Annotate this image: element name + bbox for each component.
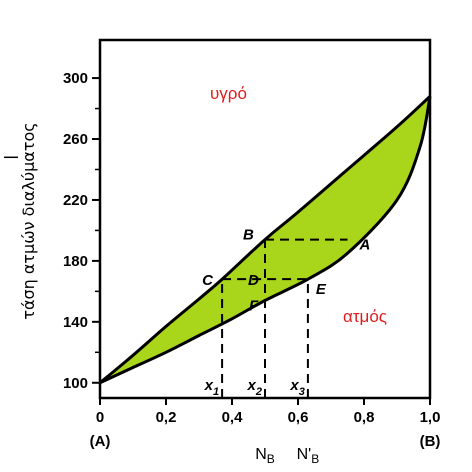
x-tick-label: 0,6 [288, 409, 309, 426]
point-label-e: E [316, 281, 327, 298]
x-tick-label: 0,8 [354, 409, 375, 426]
point-label-a: A [359, 237, 371, 254]
point-label-c: C [202, 272, 214, 289]
composition-label-x2: x2 [247, 377, 262, 398]
plot-area: 100 140 180 220 260 300 0 0,2 0,4 0,6 0,8 1,0 A B C D E F… [4, 38, 441, 466]
x-tick-label: 1,0 [420, 409, 441, 426]
nb-prime-label: N'B [297, 446, 320, 466]
vapor-region-label: ατμός [343, 307, 387, 326]
vapor-curve [99, 96, 432, 385]
endpoint-label-b: (B) [420, 433, 441, 450]
composition-label-x1: x1 [204, 377, 219, 398]
y-tick-label: 180 [63, 253, 88, 270]
nb-label: NB [255, 446, 275, 466]
y-axis-label: τάση ατμών διαλύματος [19, 122, 38, 319]
point-label-b: B [243, 227, 254, 244]
y-tick-label: 260 [63, 131, 88, 148]
x-tick-label: 0 [96, 409, 104, 426]
y-tick-label: 140 [63, 314, 88, 331]
x-tick-label: 0,4 [222, 409, 244, 426]
y-tick-label: 220 [63, 192, 88, 209]
liquid-curve [99, 95, 432, 384]
liquid-region-label: υγρό [210, 84, 247, 103]
point-label-f: F [249, 298, 259, 315]
y-tick-label: 300 [63, 70, 88, 87]
x-tick-label: 0,2 [156, 409, 177, 426]
composition-label-x3: x3 [289, 377, 304, 398]
endpoint-label-a: (A) [90, 433, 111, 450]
plot-frame [98, 38, 432, 400]
point-label-d: D [248, 272, 259, 289]
y-tick-label: 100 [63, 375, 88, 392]
